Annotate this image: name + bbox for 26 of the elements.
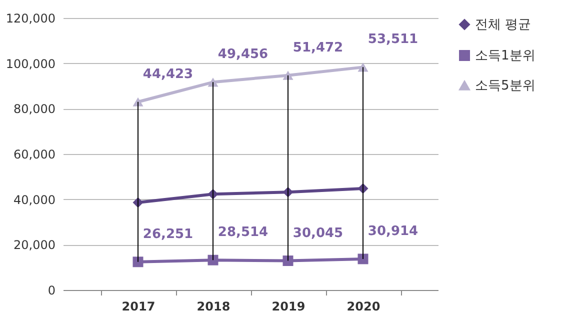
y-tick-label: 60,000 — [14, 148, 56, 162]
annotation: 49,456 — [218, 47, 268, 62]
x-tick-label: 2018 — [196, 300, 230, 314]
annotation: 26,251 — [142, 226, 194, 242]
y-tick-label: 20,000 — [14, 238, 56, 252]
legend-label: 소득5분위 — [475, 78, 536, 94]
y-tick-label: 120,000 — [6, 12, 56, 26]
annotation: 44,423 — [142, 66, 194, 82]
annotation: 51,472 — [292, 40, 344, 56]
legend-label: 전체 평균 — [475, 18, 532, 32]
annotation: 30,045 — [292, 226, 344, 241]
annotation: 30,914 — [368, 224, 418, 239]
x-tick-label: 2020 — [346, 300, 380, 314]
x-tick-label: 2017 — [122, 300, 156, 314]
y-tick-label: 80,000 — [14, 102, 56, 116]
legend-label: 소득1분위 — [475, 48, 536, 64]
point — [208, 254, 218, 266]
x-tick-label: 2019 — [272, 300, 306, 314]
point — [358, 254, 368, 264]
y-tick-label: 40,000 — [14, 192, 56, 207]
annotation: 53,511 — [368, 32, 418, 48]
y-tick-label: 0 — [48, 284, 56, 298]
annotation: 28,514 — [218, 225, 268, 240]
y-tick-label: 100,000 — [6, 56, 56, 71]
point — [282, 256, 294, 266]
point — [132, 256, 144, 268]
